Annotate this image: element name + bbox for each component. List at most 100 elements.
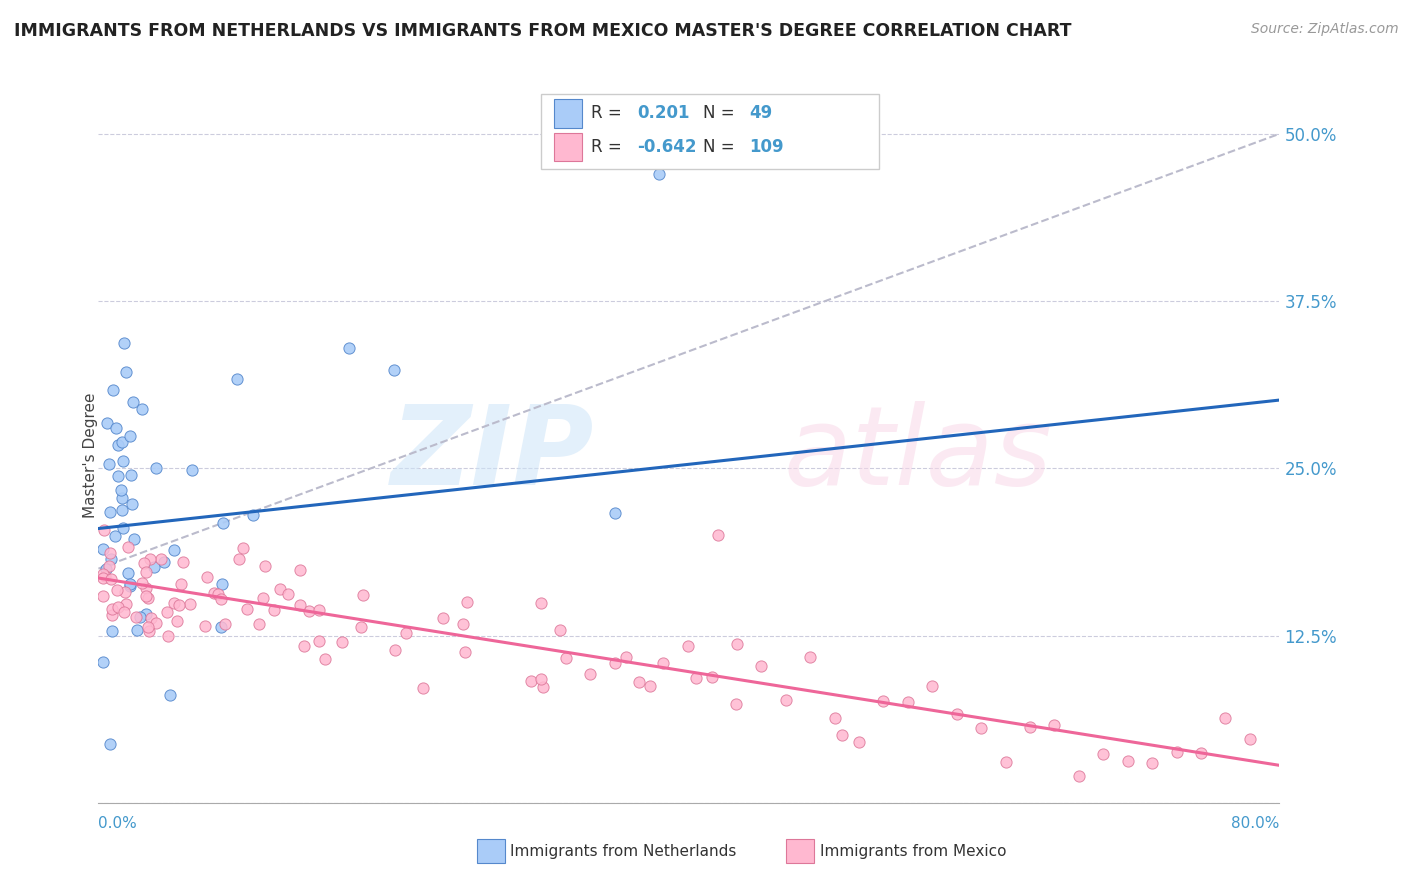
- Point: [101, 624, 124, 639]
- Point: [614, 650, 637, 665]
- Point: [120, 467, 142, 482]
- Text: Immigrants from Mexico: Immigrants from Mexico: [820, 845, 1007, 859]
- Point: [725, 637, 748, 651]
- Point: [97, 457, 120, 471]
- Point: [163, 543, 186, 558]
- Point: [211, 516, 233, 530]
- Point: [456, 595, 478, 609]
- Point: [685, 671, 707, 685]
- Point: [605, 506, 627, 520]
- Point: [110, 483, 132, 497]
- Point: [112, 335, 135, 350]
- Point: [897, 695, 920, 709]
- Point: [93, 569, 115, 583]
- Point: [247, 617, 270, 632]
- Point: [121, 498, 143, 512]
- Point: [98, 737, 121, 751]
- Text: 80.0%: 80.0%: [1232, 816, 1279, 831]
- Point: [125, 610, 148, 624]
- Point: [194, 619, 217, 633]
- Point: [156, 629, 179, 643]
- Point: [209, 619, 232, 633]
- Point: [1215, 711, 1237, 725]
- Point: [107, 468, 129, 483]
- Point: [142, 559, 165, 574]
- Point: [112, 605, 135, 619]
- Point: [994, 755, 1017, 769]
- Point: [652, 657, 675, 671]
- Point: [98, 505, 121, 519]
- Point: [1043, 718, 1066, 732]
- Point: [314, 652, 336, 666]
- Point: [269, 582, 291, 596]
- Point: [131, 575, 153, 590]
- Text: Source: ZipAtlas.com: Source: ZipAtlas.com: [1251, 22, 1399, 37]
- Point: [150, 552, 173, 566]
- Point: [454, 645, 477, 659]
- Point: [921, 679, 943, 693]
- Point: [139, 611, 162, 625]
- Point: [253, 558, 276, 573]
- Point: [603, 656, 626, 670]
- Point: [339, 341, 360, 355]
- Point: [138, 624, 160, 638]
- Point: [101, 602, 124, 616]
- Point: [292, 640, 315, 654]
- Point: [676, 639, 699, 653]
- Point: [145, 461, 167, 475]
- Point: [520, 673, 543, 688]
- Point: [1189, 746, 1212, 760]
- Point: [548, 624, 571, 638]
- Text: N =: N =: [703, 104, 740, 122]
- Point: [308, 602, 330, 616]
- Point: [172, 555, 194, 569]
- Point: [308, 634, 330, 648]
- Point: [163, 596, 186, 610]
- Text: 0.0%: 0.0%: [98, 816, 138, 831]
- Point: [104, 421, 127, 435]
- Point: [118, 577, 141, 591]
- Point: [263, 602, 285, 616]
- Point: [970, 721, 993, 735]
- Point: [155, 605, 177, 619]
- Point: [202, 585, 225, 599]
- Point: [211, 577, 233, 591]
- Point: [115, 365, 138, 379]
- Point: [530, 596, 553, 610]
- Point: [749, 658, 772, 673]
- Point: [1092, 747, 1115, 762]
- Point: [231, 541, 253, 556]
- Point: [579, 667, 602, 681]
- Point: [170, 576, 193, 591]
- Point: [724, 697, 747, 711]
- Point: [135, 589, 157, 603]
- Point: [96, 416, 118, 430]
- Point: [1067, 769, 1090, 783]
- Text: R =: R =: [591, 104, 627, 122]
- Point: [104, 529, 127, 543]
- Point: [100, 572, 122, 586]
- Point: [207, 587, 229, 601]
- Point: [132, 557, 155, 571]
- Point: [135, 607, 157, 621]
- Point: [432, 611, 454, 625]
- Point: [848, 735, 870, 749]
- Point: [382, 363, 405, 377]
- Point: [91, 655, 114, 669]
- Point: [181, 462, 204, 476]
- Point: [872, 694, 894, 708]
- Point: [209, 592, 232, 607]
- Point: [638, 679, 661, 693]
- Point: [135, 565, 157, 579]
- Point: [799, 650, 821, 665]
- Point: [298, 604, 321, 618]
- Text: 0.201: 0.201: [637, 104, 689, 122]
- Point: [702, 670, 724, 684]
- Point: [831, 728, 853, 742]
- Point: [395, 625, 418, 640]
- Point: [153, 555, 176, 569]
- Point: [91, 589, 114, 603]
- Point: [138, 620, 160, 634]
- Point: [1116, 754, 1139, 768]
- Point: [290, 598, 312, 612]
